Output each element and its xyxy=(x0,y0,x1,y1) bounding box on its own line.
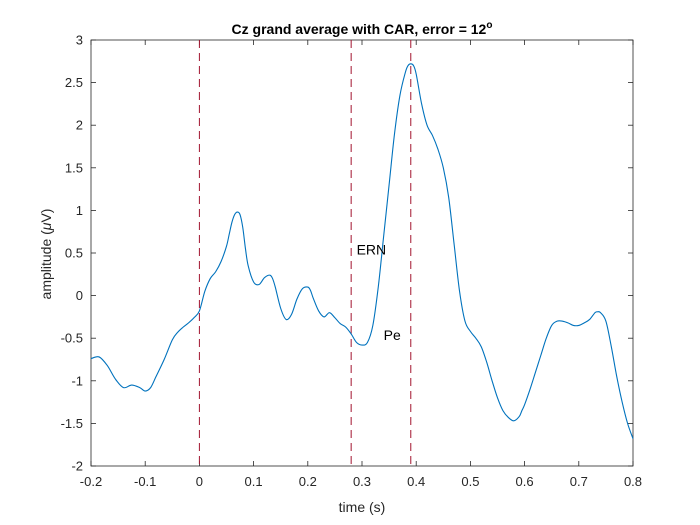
y-axis-label: amplitude (μV) xyxy=(38,209,54,300)
x-tick-label: -0.1 xyxy=(134,474,156,489)
y-axis-label-suffix: V) xyxy=(38,209,54,223)
x-tick-label: 0.3 xyxy=(353,474,371,489)
x-tick-label: 0.4 xyxy=(407,474,425,489)
annotation-ern: ERN xyxy=(357,242,387,258)
y-tick-label: 3 xyxy=(76,33,83,48)
x-tick-label: -0.2 xyxy=(80,474,102,489)
x-tick-label: 0 xyxy=(196,474,203,489)
y-tick-label: 2.5 xyxy=(65,75,83,90)
annotation-pe: Pe xyxy=(384,327,401,343)
y-axis-label-mu: μ xyxy=(38,222,54,231)
x-tick-label: 0.6 xyxy=(516,474,534,489)
y-tick-label: -2 xyxy=(71,459,83,474)
y-tick-label: 2 xyxy=(76,118,83,133)
x-tick-label: 0.1 xyxy=(245,474,263,489)
plot-area: -0.2 -0.1 0 0.1 0.2 0.3 0.4 0.5 0.6 0.7 0.8 -2 -1.5 -… xyxy=(61,33,642,490)
y-tick-label: 0 xyxy=(76,288,83,303)
x-axis-label: time (s) xyxy=(339,499,386,515)
y-tick-label: -1.5 xyxy=(61,416,83,431)
y-tick-label: 1 xyxy=(76,203,83,218)
x-tick-label: 0.7 xyxy=(570,474,588,489)
chart-title-main: Cz grand average with CAR, error = 12 xyxy=(232,21,487,37)
y-tick-label: 0.5 xyxy=(65,246,83,261)
x-tick-label: 0.8 xyxy=(624,474,642,489)
chart-title: Cz grand average with CAR, error = 12o xyxy=(232,20,493,37)
series-line xyxy=(90,63,634,439)
y-tick-label: -0.5 xyxy=(61,331,83,346)
y-axis-label-prefix: amplitude ( xyxy=(38,230,54,300)
chart-title-superscript: o xyxy=(486,20,492,31)
y-tick-label: -1 xyxy=(71,373,83,388)
x-tick-label: 0.2 xyxy=(299,474,317,489)
x-tick-label: 0.5 xyxy=(461,474,479,489)
y-tick-label: 1.5 xyxy=(65,160,83,175)
